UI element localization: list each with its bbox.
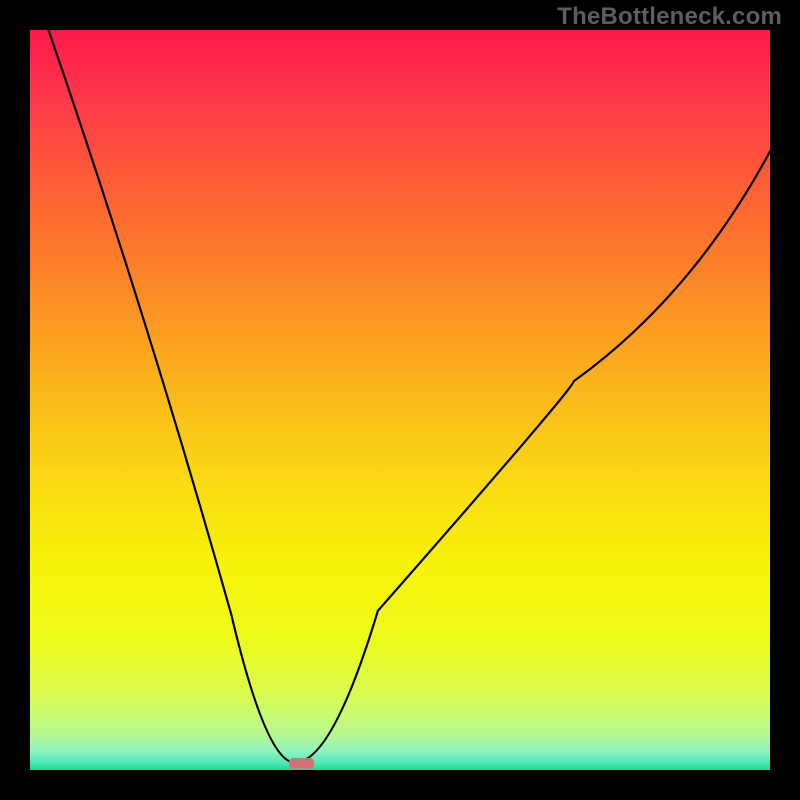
chart-svg xyxy=(0,0,800,800)
gradient-background xyxy=(30,30,770,770)
apex-marker xyxy=(289,758,314,768)
chart-frame xyxy=(0,0,800,800)
watermark-text: TheBottleneck.com xyxy=(557,3,782,31)
